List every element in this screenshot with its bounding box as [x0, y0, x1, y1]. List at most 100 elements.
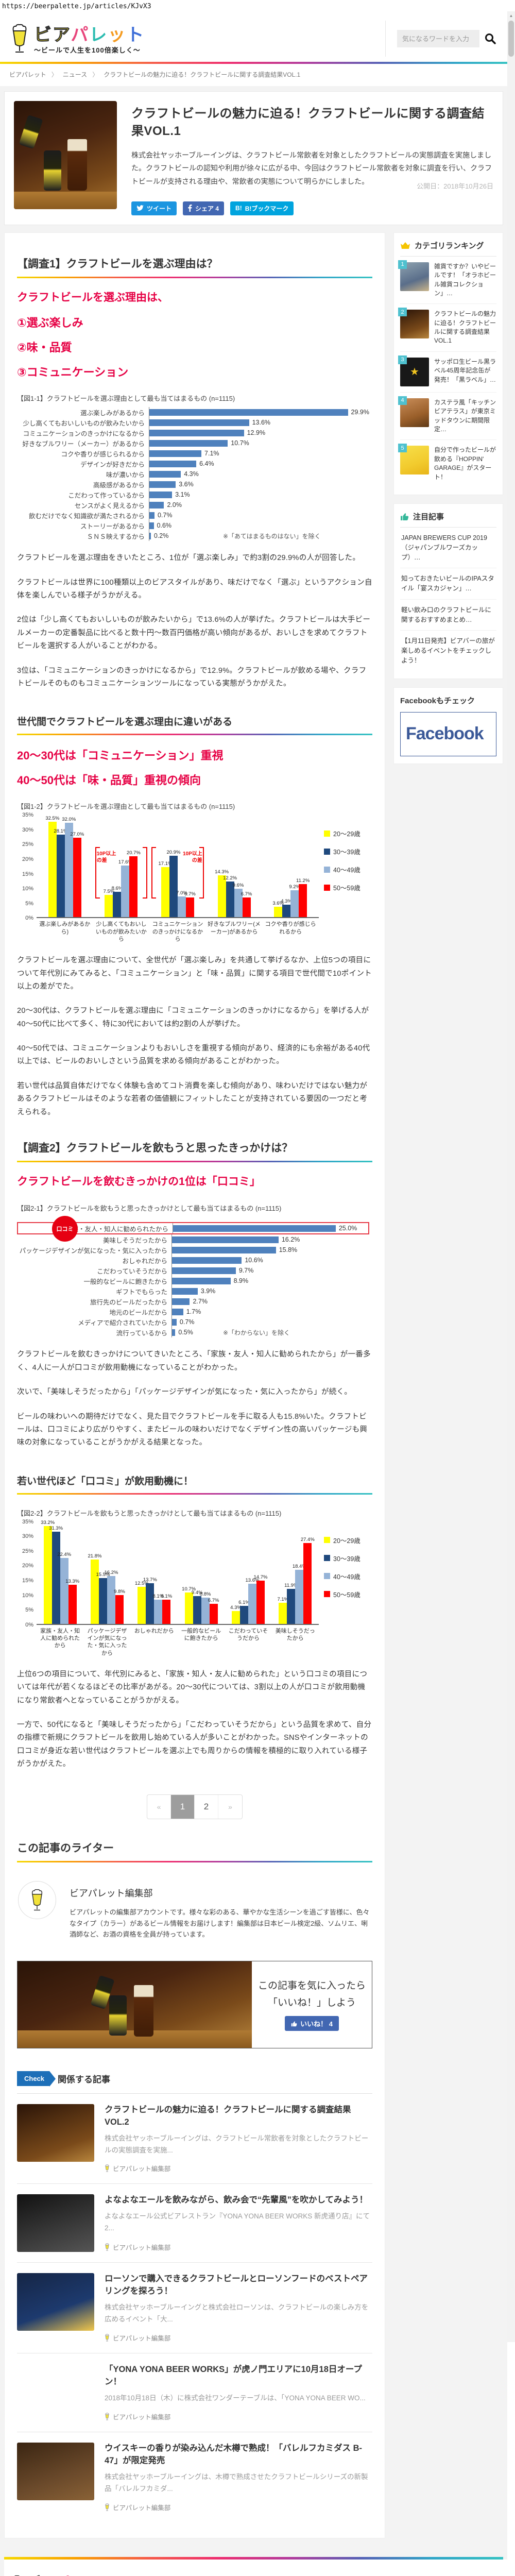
- logo-tagline: ～ビールで人生を100倍楽しく～: [34, 46, 141, 54]
- beer-glass-icon: [14, 2575, 20, 2576]
- chart-value-label: 7.1%: [277, 1597, 289, 1603]
- chart-bar-row: 味が濃いから 4.3%: [17, 469, 369, 480]
- site-header: ビアパレット ～ビールで人生を100倍楽しく～: [0, 13, 507, 62]
- like-box-image: [18, 1961, 252, 2048]
- breadcrumb-news[interactable]: ニュース: [62, 71, 88, 78]
- tweet-button[interactable]: ツイート: [131, 201, 177, 215]
- ranking-item-4[interactable]: 4 カステラ風「キッチンビアテラス」が東京ミッドタウンに期間限定…: [398, 393, 496, 440]
- facebook-share-button[interactable]: シェア 4: [183, 201, 225, 215]
- chart-value-label: 27.0%: [70, 831, 84, 837]
- featured-item-4[interactable]: 【1月11日発売】ビアバーの旅が楽しめるイベントをチェックしよう！: [401, 637, 495, 664]
- chart-bar: 20.7%: [127, 850, 141, 918]
- featured-item-1[interactable]: JAPAN BREWERS CUP 2019（ジャパンブルワーズカップ）…: [400, 528, 496, 569]
- chart-category-label: パッケージデザインが気になった・気に入ったから: [19, 1247, 167, 1255]
- search-button[interactable]: [485, 33, 496, 44]
- featured-item-2[interactable]: 知っておきたいビールのIPAスタイル「宴スカジャン」…: [400, 568, 496, 600]
- featured-item-3[interactable]: 軽い飲み口のクラフトビールに関するおすすめまとめ…: [400, 600, 496, 631]
- chart-bar: 17.1%: [159, 861, 172, 918]
- chart-annotation: [95, 847, 100, 899]
- chart-value-label: 8.6%: [111, 886, 123, 892]
- scrollbar-thumb[interactable]: [508, 21, 514, 57]
- footer-logo[interactable]: ビアパレット ～ビールで人生を100倍楽しく～: [9, 2575, 119, 2576]
- chart-bar: 3.6%: [272, 901, 284, 918]
- chart-bar: 9.2%: [289, 884, 300, 918]
- chart-bar: [149, 409, 348, 416]
- ranking-item-5[interactable]: 5 自分で作ったビールが飲める『HOPPIN' GARAGE』がスタート！: [398, 440, 496, 487]
- chart-value-label: 29.9%: [351, 409, 369, 416]
- facebook-page-plugin[interactable]: Facebook: [400, 711, 496, 756]
- pagination-prev[interactable]: «: [147, 1795, 171, 1819]
- footer-sitemenu-heading: サイトメニュー: [236, 2575, 319, 2576]
- y-axis-tick: 15%: [22, 1577, 33, 1584]
- chart-category-label: 飲むだけでなく知識欲が満たされるから: [28, 512, 145, 520]
- chart-bar: [149, 491, 173, 498]
- ranking-item-1[interactable]: 1 雑貨ですか？いやビールです！「オラホビール雑貨コレクション」…: [398, 257, 496, 304]
- chart-bar-row: ストーリーがあるから 0.6%: [17, 520, 369, 531]
- chart-category-label: 一般的なビールに飽きたから: [83, 1278, 167, 1285]
- pagination-next[interactable]: »: [228, 1803, 232, 1811]
- writer-name[interactable]: ビアパレット編集部: [70, 1888, 153, 1899]
- chart-bar: [172, 1318, 177, 1326]
- chart-bar: [149, 450, 202, 457]
- chart-value-label: 31.3%: [49, 1525, 63, 1531]
- chart-bar: 33.2%: [41, 1520, 55, 1624]
- grouped-bar-chart: 0% 5% 10% 15% 20% 25% 30% 35% 33.2% 31.3% 22.4% 13.…: [17, 1519, 372, 1657]
- related-article-4[interactable]: 「YONA YONA BEER WORKS」が虎ノ門エリアに10月18日オープン…: [17, 2353, 372, 2433]
- chart-bar: [149, 501, 164, 509]
- chart-category-label: コミュニケーションのきっかけになるから: [152, 921, 203, 942]
- chart-value-label: 28.1%: [54, 828, 68, 834]
- chart-bar-row: 選ぶ楽しみがあるから 29.9%: [17, 407, 369, 418]
- footer-sitemenu-column: サイトメニュー ご利用規約・ご利用環境 プライバシーポリシー 運営会社 お問い合…: [236, 2575, 319, 2576]
- divider: [17, 2093, 372, 2094]
- related-article-1[interactable]: クラフトビールの魅力に迫る！クラフトビールに関する調査結果VOL.2 株式会社ヤ…: [17, 2094, 372, 2184]
- chart-bar: 32.5%: [45, 816, 59, 918]
- chart-bar: 20.9%: [167, 850, 180, 918]
- facebook-heading: Facebookもチェック: [400, 696, 475, 705]
- chart-category-label: パッケージデザインが気になった・気に入ったから: [87, 1628, 127, 1656]
- facebook-logo: Facebook: [406, 724, 484, 743]
- chart-value-label: 9.8%: [114, 1588, 125, 1595]
- chart-bar-row: 口コミ 家族・友人・知人に勧められたから 25.0%: [17, 1216, 369, 1242]
- pagination-page-2[interactable]: 2: [195, 1795, 218, 1819]
- ranking-item-3[interactable]: ★ 3 サッポロ生ビール黒ラベル45周年記念缶が発売！「黒ラベル」…: [398, 352, 496, 393]
- legend-swatch: [324, 1591, 330, 1598]
- chart-bar: 4.3%: [281, 899, 292, 918]
- chart-bar: [172, 1298, 190, 1305]
- chart-category-label: 好きなブルワリー(メーカー)があるから: [208, 921, 261, 935]
- chart-annotation: [143, 847, 148, 899]
- chart-value-label: 9.4%: [191, 1589, 203, 1596]
- chart-note: ※「わからない」を除く: [223, 1329, 290, 1337]
- y-axis-tick: 30%: [22, 826, 33, 833]
- chart-value-label: 11.9%: [284, 1582, 298, 1588]
- chart-value-label: 27.4%: [300, 1537, 315, 1543]
- scrollbar[interactable]: ▲: [507, 11, 515, 2342]
- breadcrumb-home[interactable]: ビアパレット: [9, 71, 46, 78]
- thumbs-up-icon: [401, 513, 409, 520]
- paragraph: 次いで、「美味しそうだったから」「パッケージデザインが気になった・気に入ったから…: [17, 1388, 352, 1397]
- chart-value-label: 25.0%: [338, 1225, 357, 1232]
- hatena-bookmark-button[interactable]: B! B!ブックマーク: [230, 201, 294, 215]
- beer-glass-icon: [105, 2413, 109, 2420]
- facebook-like-button[interactable]: いいね！ 4: [285, 2016, 339, 2031]
- red-lead-kuchikomi: クラフトビールを飲むきっかけの1位は「口コミ」: [17, 1175, 261, 1188]
- section-heading-survey2: 【調査2】クラフトビールを飲もうと思ったきっかけは？: [17, 1132, 372, 1162]
- ranking-item-2[interactable]: 2 クラフトビールの魅力に迫る！クラフトビールに関する調査結果VOL.1: [398, 304, 496, 352]
- pagination-page-1[interactable]: 1: [171, 1795, 195, 1819]
- chart-bar-row: 少し高くてもおいしいものが飲みたいから 13.6%: [17, 417, 369, 428]
- chart-bar-row: 一般的なビールに飽きたから 8.9%: [17, 1276, 369, 1286]
- legend-swatch: [324, 1555, 330, 1562]
- scrollbar-up-arrow[interactable]: ▲: [509, 13, 513, 18]
- related-article-5[interactable]: ウイスキーの香りが染み込んだ木樽で熟成！「バレルフカミダス B-47」が限定発売…: [17, 2432, 372, 2522]
- chart-bar: 28.1%: [54, 828, 67, 918]
- chart-value-label: 15.5%: [96, 1572, 110, 1578]
- chart-value-label: 0.5%: [178, 1329, 193, 1336]
- chart-value-label: 12.9%: [247, 429, 266, 437]
- related-article-2[interactable]: よなよなエールを飲みながら、飲み会で“先輩風”を吹かしてみよう！ よなよなエール…: [17, 2184, 372, 2263]
- site-logo[interactable]: ビアパレット ～ビールで人生を100倍楽しく～: [9, 24, 145, 54]
- chart-bar: 9.4%: [192, 1590, 202, 1624]
- chart-category-label: コクや香りが感じられるから: [61, 450, 145, 458]
- featured-heading: 注目記事: [400, 511, 496, 528]
- related-article-3[interactable]: ローソンで購入できるクラフトビールとローソンフードのベストペアリングを探ろう！ …: [17, 2263, 372, 2354]
- chart-value-label: 3.9%: [200, 1287, 216, 1295]
- search-input[interactable]: [397, 30, 479, 47]
